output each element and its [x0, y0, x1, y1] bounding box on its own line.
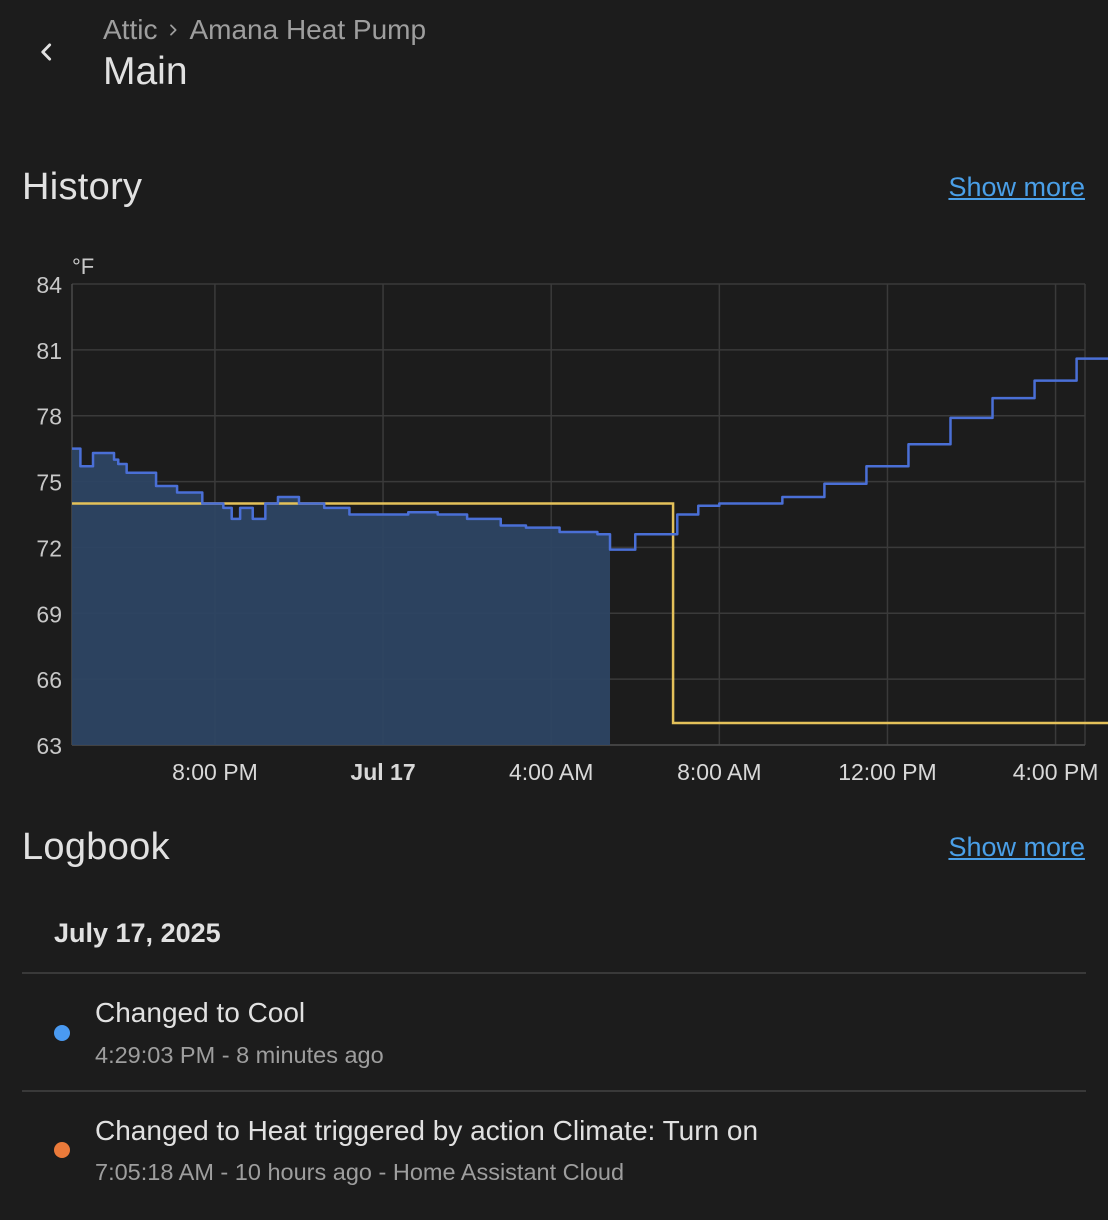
status-dot-heat	[54, 1142, 70, 1158]
divider	[22, 972, 1086, 974]
y-tick-label: 75	[36, 470, 62, 496]
temperature-line	[72, 357, 1108, 551]
logbook-show-more-link[interactable]: Show more	[948, 832, 1085, 862]
breadcrumb-device[interactable]: Amana Heat Pump	[189, 14, 427, 45]
page-title: Main	[103, 50, 188, 93]
breadcrumb-area[interactable]: Attic	[103, 14, 158, 45]
logbook-entry-title[interactable]: Changed to Heat triggered by action Clim…	[95, 1115, 759, 1146]
x-tick-label: 12:00 PM	[838, 759, 936, 785]
y-tick-label: 78	[36, 404, 62, 430]
y-tick-label: 72	[36, 535, 62, 561]
y-tick-label: 66	[36, 667, 62, 693]
setpoint-line	[72, 502, 1108, 725]
logbook-entry-meta: 4:29:03 PM - 8 minutes ago	[95, 1042, 384, 1068]
y-axis-label: °F	[72, 254, 94, 279]
y-tick-label: 63	[36, 733, 62, 759]
series-area	[72, 448, 611, 745]
logbook-title: Logbook	[22, 826, 170, 868]
history-title: History	[22, 166, 143, 208]
x-tick-label: Jul 17	[350, 759, 415, 785]
x-tick-label: 8:00 AM	[677, 759, 761, 785]
logbook-entry-title[interactable]: Changed to Cool	[95, 997, 306, 1028]
x-tick-label: 4:00 AM	[509, 759, 593, 785]
logbook-entry-meta: 7:05:18 AM - 10 hours ago - Home Assista…	[95, 1159, 625, 1185]
y-tick-label: 81	[36, 338, 62, 364]
back-button[interactable]	[22, 28, 70, 76]
chevron-left-icon	[41, 43, 52, 61]
divider	[22, 1090, 1086, 1092]
history-chart[interactable]: 84 81 78 75 72 69 66 63 °F 8:00 PM Jul 17 4:00 AM 8:…	[0, 240, 1108, 800]
x-tick-label: 8:00 PM	[172, 759, 258, 785]
chevron-right-icon	[170, 24, 178, 36]
breadcrumb: Attic Amana Heat Pump	[103, 14, 426, 46]
x-tick-label: 4:00 PM	[1013, 759, 1099, 785]
y-tick-label: 84	[36, 272, 62, 298]
logbook-date-header: July 17, 2025	[54, 918, 221, 948]
status-dot-cool	[54, 1025, 70, 1041]
history-show-more-link[interactable]: Show more	[948, 172, 1085, 202]
y-tick-label: 69	[36, 601, 62, 627]
